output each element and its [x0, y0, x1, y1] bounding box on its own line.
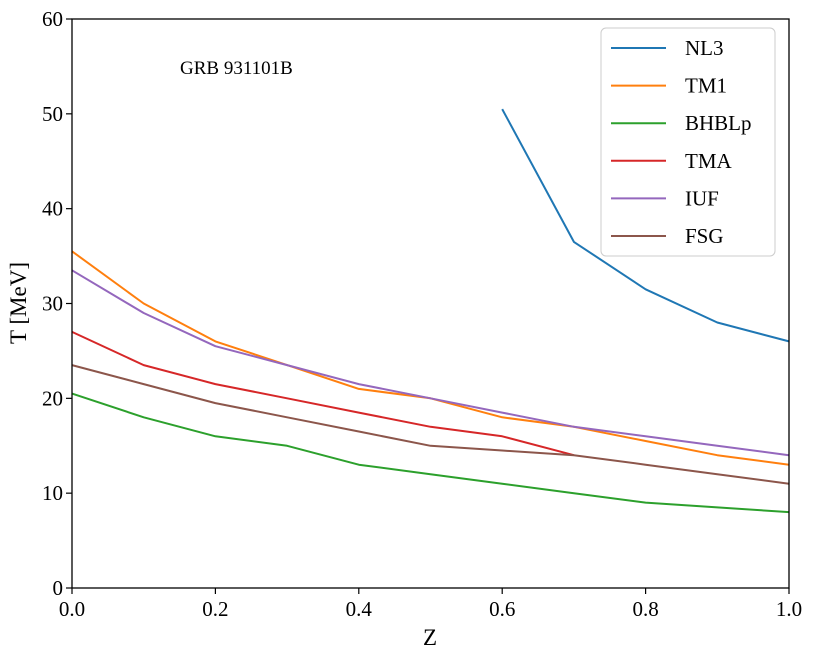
- series-line-tm1: [71, 250, 790, 466]
- x-axis-label: Z: [423, 625, 437, 650]
- y-tick-label: 60: [42, 7, 63, 31]
- legend-label-iuf: IUF: [685, 186, 719, 210]
- y-axis: 0 10 20 30 40 50 60: [42, 7, 72, 600]
- series-line-fsg: [71, 364, 790, 485]
- y-tick-label: 40: [42, 197, 63, 221]
- series-line-bhblp: [71, 392, 790, 514]
- x-tick-label: 1.0: [776, 597, 802, 621]
- legend-label-fsg: FSG: [685, 224, 724, 248]
- legend-label-nl3: NL3: [685, 36, 724, 60]
- x-axis: 0.0 0.2 0.4 0.6 0.8 1.0: [59, 588, 802, 621]
- series-line-iuf: [71, 269, 790, 457]
- legend-items: NL3 TM1 BHBLp TMA IUF FSG: [611, 36, 752, 248]
- series-line-tma: [71, 330, 575, 457]
- y-tick-label: 30: [42, 292, 63, 316]
- legend-box: [600, 27, 776, 257]
- y-axis-label: T [MeV]: [6, 262, 31, 344]
- x-tick-label: 0.2: [202, 597, 228, 621]
- y-tick-label: 20: [42, 386, 63, 410]
- legend-label-tm1: TM1: [685, 74, 727, 98]
- x-tick-label: 0.4: [346, 597, 373, 621]
- legend-label-bhblp: BHBLp: [685, 111, 752, 135]
- plot-lines: [71, 108, 790, 514]
- legend-label-tma: TMA: [685, 149, 733, 173]
- chart-annotation: GRB 931101B: [180, 58, 293, 79]
- x-tick-label: 0.6: [489, 597, 515, 621]
- legend: NL3 TM1 BHBLp TMA IUF FSG: [600, 27, 776, 257]
- x-tick-label: 0.8: [632, 597, 658, 621]
- y-tick-label: 10: [42, 481, 63, 505]
- y-tick-label: 50: [42, 102, 63, 126]
- y-tick-label: 0: [53, 576, 64, 600]
- series-line-nl3: [501, 108, 790, 343]
- x-tick-label: 0.0: [59, 597, 85, 621]
